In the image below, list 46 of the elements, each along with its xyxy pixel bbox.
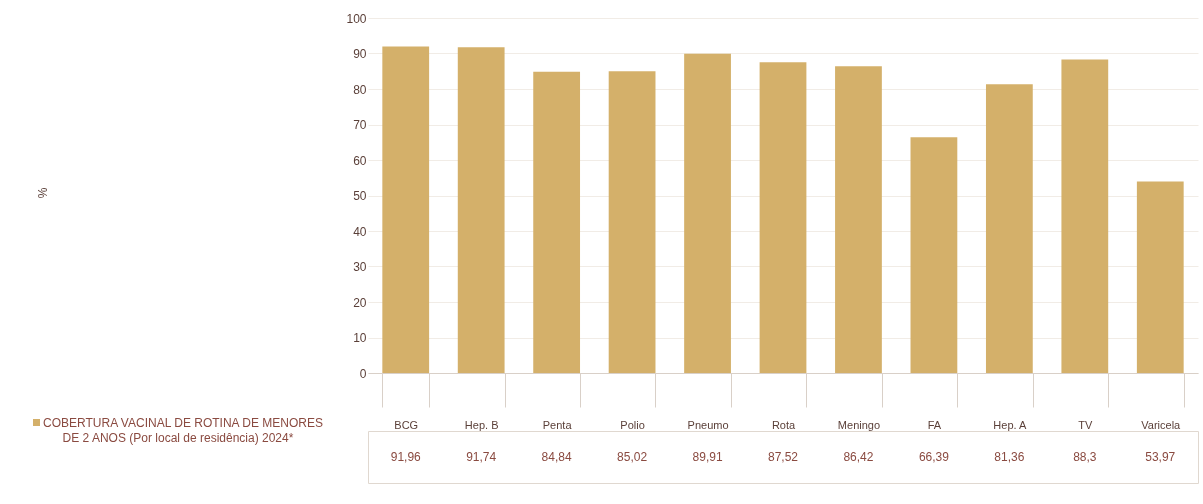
y-tick-label: 100 (346, 11, 367, 26)
bar (985, 84, 1033, 373)
bar (382, 46, 430, 373)
x-tick-label: Hep. B (464, 418, 499, 431)
y-tick-label: 0 (359, 366, 367, 381)
data-label: 53,97 (1145, 450, 1176, 464)
bar (910, 137, 958, 373)
bar (835, 66, 882, 373)
bar (1061, 59, 1109, 373)
x-tick-label: Penta (542, 418, 573, 431)
text: % (36, 187, 51, 199)
bar (1136, 181, 1184, 373)
y-tick-label: 80 (353, 82, 367, 97)
x-tick-label: TV (1078, 418, 1094, 431)
data-label: 81,36 (994, 450, 1025, 464)
bar (684, 53, 731, 373)
data-label: 85,02 (617, 450, 648, 464)
x-tick-label: FA (927, 418, 942, 431)
x-tick-label: Rota (771, 418, 796, 431)
legend-label: COBERTURA VACINAL DE ROTINA DE MENORES DE 2 ANOS (Por local de residência) 2024* (43, 416, 323, 445)
y-tick-label: 50 (353, 189, 367, 203)
y-tick-label: 20 (353, 295, 367, 310)
bar (759, 62, 807, 373)
x-tick-label: Polio (620, 418, 645, 431)
data-label: 91,74 (466, 450, 497, 464)
y-tick-label: 70 (353, 118, 367, 132)
y-tick-label: 60 (353, 153, 367, 168)
x-tick-label: Pneumo (687, 418, 729, 431)
x-tick-label: Hep. A (993, 418, 1028, 431)
x-tick-label: Meningo (837, 418, 881, 431)
data-label: 88,3 (1073, 450, 1097, 464)
data-label: 91,96 (390, 450, 422, 464)
x-tick-label: Varicela (1141, 418, 1182, 431)
data-label: 84,84 (541, 450, 572, 464)
y-tick-label: 40 (353, 224, 367, 239)
y-tick-label: 30 (353, 260, 367, 274)
data-label: 89,91 (692, 450, 723, 464)
bar (457, 47, 505, 373)
bar (608, 71, 656, 373)
y-tick-label: 90 (353, 47, 367, 61)
data-label: 66,39 (918, 450, 950, 464)
data-label: 86,42 (843, 450, 874, 464)
y-tick-label: 10 (353, 331, 367, 345)
x-tick-label: BCG (394, 418, 419, 431)
data-label: 87,52 (767, 450, 799, 464)
bar (533, 71, 581, 373)
